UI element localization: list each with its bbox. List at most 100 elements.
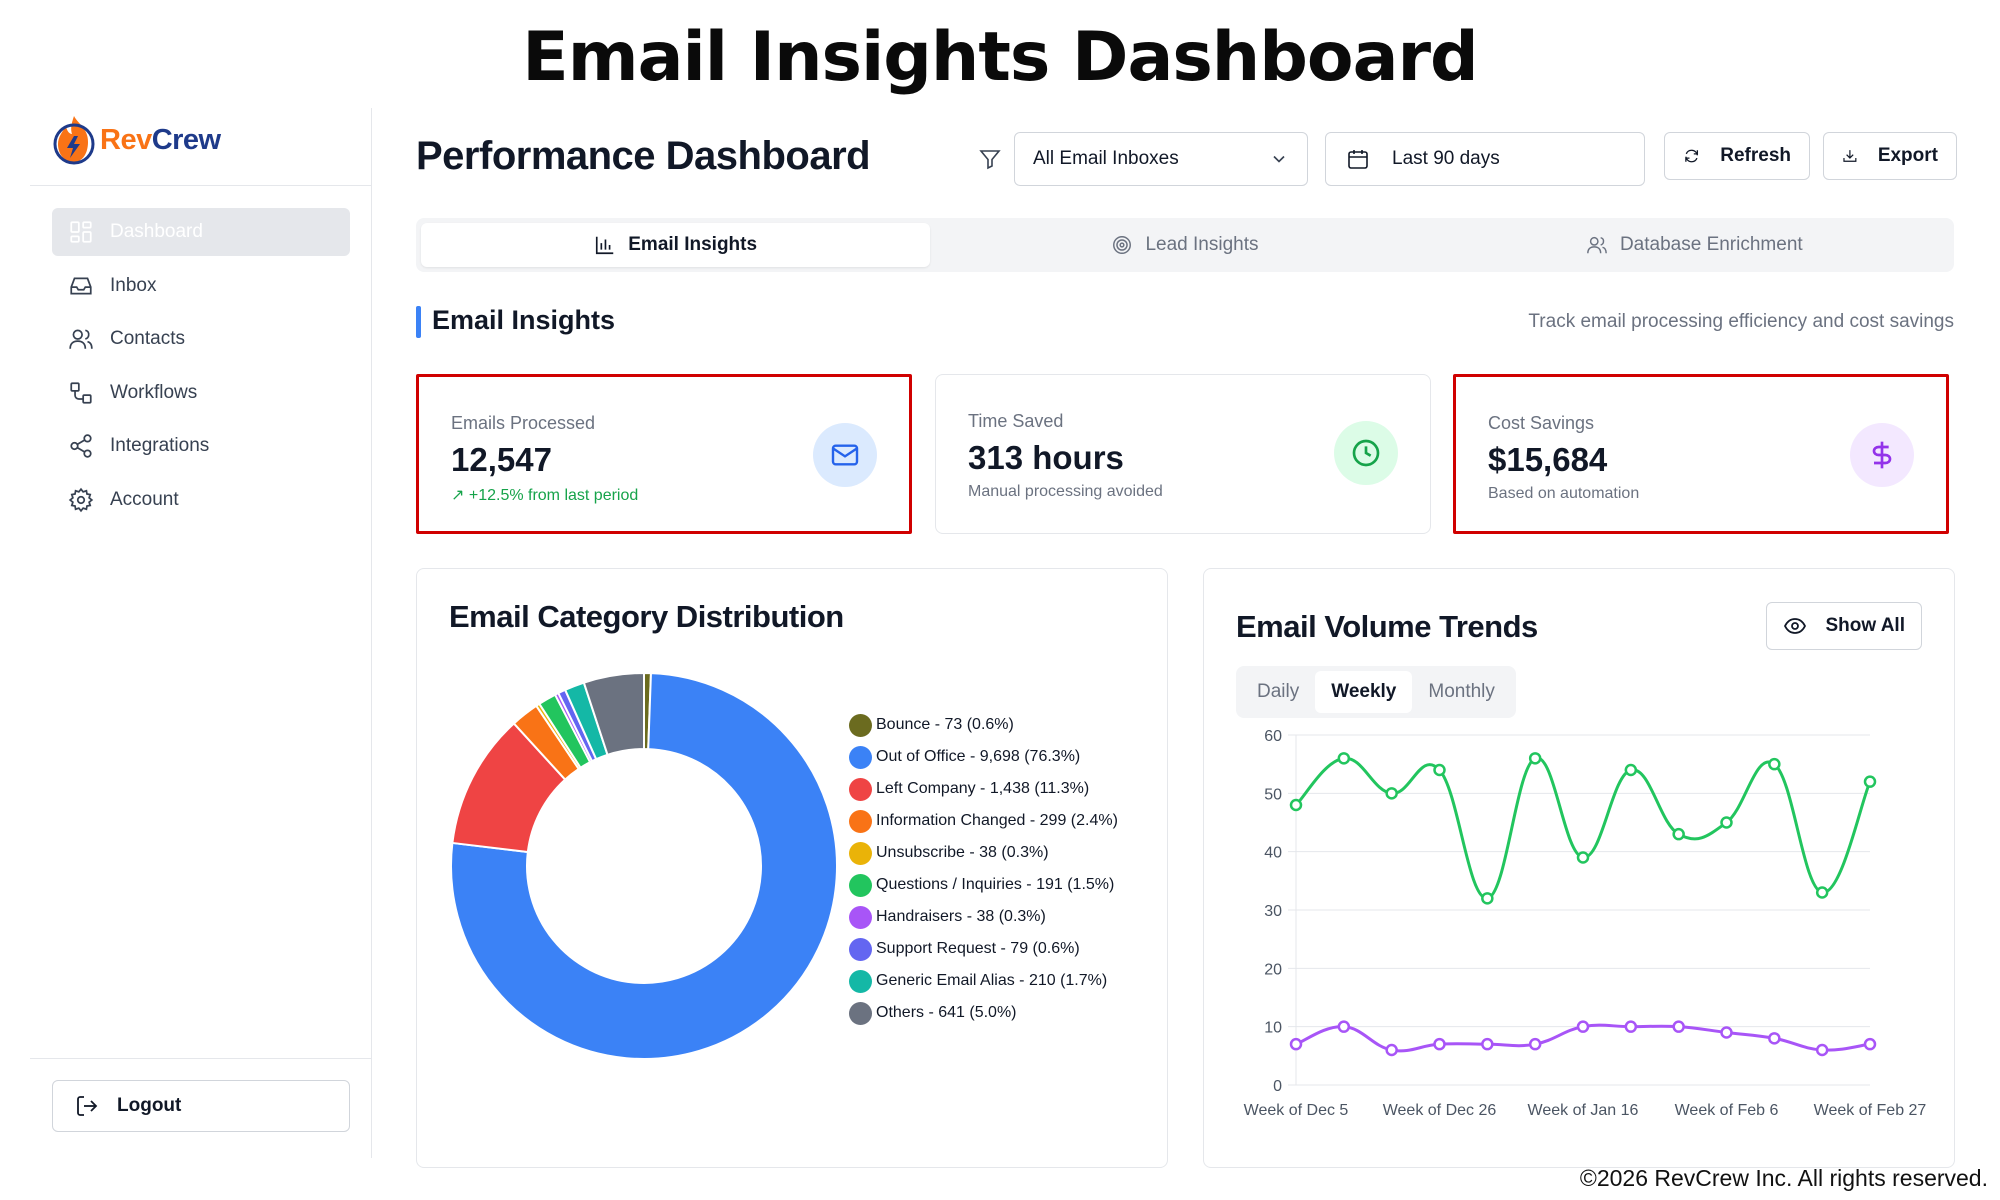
data-point-green[interactable] — [1863, 775, 1877, 788]
tab-label: Email Insights — [628, 234, 758, 255]
tab-label: Database Enrichment — [1619, 234, 1803, 255]
y-tick-label: 60 — [1264, 729, 1282, 745]
donut-slice-1[interactable] — [450, 672, 837, 1060]
data-point-purple[interactable] — [1385, 1043, 1398, 1057]
sidebar-item-integrations[interactable]: Integrations — [52, 422, 350, 470]
legend-item[interactable]: Others - 641 (5.0%) — [849, 997, 1118, 1029]
sidebar: RevCrew Dashboard Inbox Contacts Workflo… — [0, 108, 372, 1158]
show-all-button[interactable]: Show All — [1766, 602, 1922, 650]
legend-item[interactable]: Unsubscribe - 38 (0.3%) — [849, 837, 1118, 869]
data-point-purple[interactable] — [1289, 1037, 1303, 1051]
sidebar-item-label: Contacts — [110, 328, 185, 349]
legend-label: Support Request - 79 (0.6%) — [876, 940, 1080, 957]
logout-button[interactable]: Logout — [52, 1080, 350, 1132]
data-point-green[interactable] — [1528, 752, 1542, 765]
users-icon — [69, 329, 93, 349]
sidebar-divider — [30, 1058, 372, 1059]
dollar-icon — [1872, 441, 1892, 469]
brand-logo[interactable]: RevCrew — [52, 114, 221, 166]
period-tab-monthly[interactable]: Monthly — [1428, 681, 1495, 702]
donut-slice-9[interactable] — [582, 671, 645, 757]
x-tick-label: Week of Feb 6 — [1675, 1102, 1779, 1119]
tab-database-enrichment[interactable]: Database Enrichment — [1440, 223, 1949, 267]
stat-note: Based on automation — [1488, 485, 1640, 502]
tab-label: Lead Insights — [1145, 234, 1259, 255]
workflow-icon — [70, 381, 92, 404]
inbox-select[interactable]: All Email Inboxes — [1014, 132, 1308, 186]
legend-item[interactable]: Support Request - 79 (0.6%) — [849, 933, 1118, 965]
stat-value: $15,684 — [1488, 441, 1608, 478]
legend-item[interactable]: Out of Office - 9,698 (76.3%) — [849, 741, 1118, 773]
panel-title: Email Category Distribution — [449, 599, 844, 634]
flame-logo-icon — [53, 116, 95, 165]
data-point-purple[interactable] — [1720, 1026, 1733, 1039]
date-range-picker[interactable]: Last 90 days — [1325, 132, 1645, 186]
data-point-green[interactable] — [1481, 892, 1494, 905]
legend-item[interactable]: Information Changed - 299 (2.4%) — [849, 805, 1118, 837]
stat-icon-badge — [1850, 423, 1914, 487]
sidebar-item-label: Dashboard — [110, 221, 203, 242]
legend-item[interactable]: Generic Email Alias - 210 (1.7%) — [849, 965, 1118, 997]
stat-value: 313 hours — [968, 439, 1124, 476]
stat-note: Manual processing avoided — [968, 483, 1163, 500]
tab-email-insights[interactable]: Email Insights — [421, 223, 931, 267]
legend-item[interactable]: Questions / Inquiries - 191 (1.5%) — [849, 869, 1118, 901]
data-point-purple[interactable] — [1624, 1020, 1638, 1033]
refresh-button[interactable]: Refresh — [1664, 132, 1810, 180]
filter-icon[interactable] — [978, 147, 1002, 171]
category-distribution-panel: Email Category Distribution Bounce - 73 … — [416, 568, 1168, 1168]
data-point-green[interactable] — [1815, 886, 1829, 899]
brand-name-crew: Crew — [151, 123, 221, 156]
data-point-purple[interactable] — [1863, 1037, 1877, 1051]
legend-item[interactable]: Bounce - 73 (0.6%) — [849, 709, 1118, 741]
sidebar-item-workflows[interactable]: Workflows — [52, 369, 350, 417]
tab-lead-insights[interactable]: Lead Insights — [930, 223, 1439, 267]
data-point-green[interactable] — [1433, 763, 1446, 777]
period-tab-daily[interactable]: Daily — [1257, 681, 1300, 702]
legend-label: Handraisers - 38 (0.3%) — [876, 908, 1046, 925]
data-point-green[interactable] — [1337, 752, 1351, 765]
sidebar-item-account[interactable]: Account — [52, 476, 350, 524]
stat-card-time-saved: Time Saved 313 hours Manual processing a… — [935, 374, 1431, 534]
sidebar-nav: Dashboard Inbox Contacts Workflows Integ… — [52, 208, 350, 529]
y-tick-label: 40 — [1264, 845, 1282, 862]
x-tick-label: Week of Feb 27 — [1814, 1102, 1927, 1119]
export-button[interactable]: Export — [1823, 132, 1957, 180]
copyright-footer: ©2026 RevCrew Inc. All rights reserved. — [1579, 1165, 1988, 1191]
data-point-purple[interactable] — [1481, 1037, 1494, 1051]
sidebar-divider — [30, 185, 372, 186]
legend-item[interactable]: Left Company - 1,438 (11.3%) — [849, 773, 1118, 805]
clock-icon — [1352, 439, 1380, 467]
data-point-green[interactable] — [1289, 798, 1303, 812]
data-point-green[interactable] — [1576, 851, 1590, 864]
data-point-purple[interactable] — [1576, 1020, 1590, 1033]
data-point-purple[interactable] — [1815, 1043, 1829, 1057]
section-title: Email Insights — [432, 305, 616, 335]
sidebar-item-contacts[interactable]: Contacts — [52, 315, 350, 363]
legend-swatch — [849, 841, 872, 865]
data-point-purple[interactable] — [1337, 1020, 1351, 1033]
data-point-purple[interactable] — [1433, 1037, 1446, 1051]
sidebar-item-inbox[interactable]: Inbox — [52, 262, 350, 310]
logout-icon — [77, 1096, 98, 1116]
data-point-green[interactable] — [1624, 763, 1638, 777]
export-label: Export — [1877, 145, 1938, 166]
period-tabs: Daily Weekly Monthly — [1236, 666, 1516, 718]
legend-swatch — [849, 905, 872, 929]
data-point-green[interactable] — [1768, 757, 1781, 771]
period-tab-weekly[interactable]: Weekly — [1315, 671, 1413, 713]
legend-swatch — [849, 937, 872, 961]
brand-name: RevCrew — [100, 124, 221, 157]
data-point-green[interactable] — [1720, 816, 1733, 829]
data-point-green[interactable] — [1672, 827, 1685, 841]
sidebar-item-dashboard[interactable]: Dashboard — [52, 208, 350, 256]
data-point-purple[interactable] — [1528, 1037, 1542, 1051]
refresh-icon — [1685, 149, 1699, 163]
legend-swatch — [849, 777, 872, 801]
x-tick-label: Week of Dec 5 — [1244, 1102, 1349, 1119]
section-accent-bar — [416, 306, 421, 338]
legend-item[interactable]: Handraisers - 38 (0.3%) — [849, 901, 1118, 933]
data-point-purple[interactable] — [1768, 1032, 1781, 1045]
data-point-green[interactable] — [1385, 787, 1398, 800]
data-point-purple[interactable] — [1672, 1020, 1685, 1033]
